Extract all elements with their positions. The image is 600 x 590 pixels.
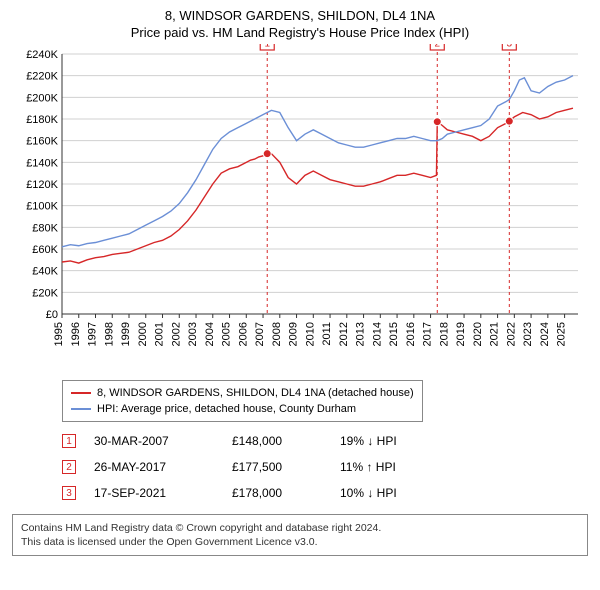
y-tick-label: £200K	[26, 92, 58, 104]
x-tick-label: 2013	[355, 322, 367, 346]
transaction-marker-number: 1	[62, 434, 76, 448]
y-tick-label: £60K	[32, 244, 58, 256]
y-tick-label: £220K	[26, 71, 58, 83]
y-tick-label: £0	[46, 309, 58, 321]
y-tick-label: £40K	[32, 266, 58, 278]
x-tick-label: 2015	[388, 322, 400, 346]
attribution-footer: Contains HM Land Registry data © Crown c…	[12, 514, 588, 556]
legend-swatch	[71, 392, 91, 394]
marker-number: 2	[434, 44, 440, 50]
x-tick-label: 2002	[170, 322, 182, 346]
legend-label: HPI: Average price, detached house, Coun…	[97, 401, 356, 417]
transaction-price: £177,500	[232, 460, 322, 474]
legend-row: HPI: Average price, detached house, Coun…	[71, 401, 414, 417]
footer-line1: Contains HM Land Registry data © Crown c…	[21, 521, 579, 535]
x-tick-label: 2008	[271, 322, 283, 346]
x-tick-label: 2022	[505, 322, 517, 346]
x-tick-label: 2019	[455, 322, 467, 346]
x-tick-label: 2012	[338, 322, 350, 346]
transaction-marker-number: 3	[62, 486, 76, 500]
y-tick-label: £100K	[26, 201, 58, 213]
series-blue	[62, 76, 573, 247]
x-tick-label: 2006	[237, 322, 249, 346]
x-tick-label: 2009	[288, 322, 300, 346]
x-tick-label: 2001	[154, 322, 166, 346]
transaction-price: £148,000	[232, 434, 322, 448]
footer-line2: This data is licensed under the Open Gov…	[21, 535, 579, 549]
x-tick-label: 2003	[187, 322, 199, 346]
transaction-row: 1 30-MAR-2007 £148,000 19% ↓ HPI	[62, 428, 588, 454]
x-tick-label: 1999	[120, 322, 132, 346]
marker-number: 1	[264, 44, 270, 50]
x-tick-label: 2025	[556, 322, 568, 346]
transaction-price: £178,000	[232, 486, 322, 500]
chart-title-subtitle: Price paid vs. HM Land Registry's House …	[12, 25, 588, 40]
y-tick-label: £80K	[32, 222, 58, 234]
x-tick-label: 2024	[539, 322, 551, 346]
y-tick-label: £240K	[26, 49, 58, 61]
marker-number: 3	[507, 44, 513, 50]
x-tick-label: 2000	[137, 322, 149, 346]
x-tick-label: 2020	[472, 322, 484, 346]
chart-title-address: 8, WINDSOR GARDENS, SHILDON, DL4 1NA	[12, 8, 588, 23]
transaction-date: 30-MAR-2007	[94, 434, 214, 448]
transaction-pct-vs-hpi: 19% ↓ HPI	[340, 434, 440, 448]
marker-dot	[505, 117, 513, 125]
x-tick-label: 2021	[489, 322, 501, 346]
legend-label: 8, WINDSOR GARDENS, SHILDON, DL4 1NA (de…	[97, 385, 414, 401]
legend-row: 8, WINDSOR GARDENS, SHILDON, DL4 1NA (de…	[71, 385, 414, 401]
x-tick-label: 1998	[103, 322, 115, 346]
x-tick-label: 2004	[204, 322, 216, 346]
transaction-date: 17-SEP-2021	[94, 486, 214, 500]
x-tick-label: 1996	[70, 322, 82, 346]
transaction-marker-number: 2	[62, 460, 76, 474]
x-tick-label: 2016	[405, 322, 417, 346]
transactions-table: 1 30-MAR-2007 £148,000 19% ↓ HPI 2 26-MAY-201…	[62, 428, 588, 506]
x-tick-label: 2018	[438, 322, 450, 346]
x-tick-label: 2023	[522, 322, 534, 346]
transaction-row: 3 17-SEP-2021 £178,000 10% ↓ HPI	[62, 480, 588, 506]
chart-svg: £0 £20K £40K £60K £80K £100K £120K £140K £160K £1…	[12, 44, 588, 374]
transaction-pct-vs-hpi: 11% ↑ HPI	[340, 460, 440, 474]
x-tick-label: 1997	[87, 322, 99, 346]
marker-dot	[433, 118, 441, 126]
y-tick-label: £120K	[26, 179, 58, 191]
transaction-row: 2 26-MAY-2017 £177,500 11% ↑ HPI	[62, 454, 588, 480]
x-tick-label: 2007	[254, 322, 266, 346]
transaction-date: 26-MAY-2017	[94, 460, 214, 474]
x-tick-label: 2014	[371, 322, 383, 346]
y-tick-label: £20K	[32, 287, 58, 299]
x-tick-label: 2011	[321, 322, 333, 346]
y-tick-label: £180K	[26, 114, 58, 126]
x-tick-label: 2010	[304, 322, 316, 346]
x-tick-label: 2005	[221, 322, 233, 346]
transaction-pct-vs-hpi: 10% ↓ HPI	[340, 486, 440, 500]
x-tick-label: 1995	[53, 322, 65, 346]
x-tick-label: 2017	[422, 322, 434, 346]
legend-swatch	[71, 408, 91, 410]
legend: 8, WINDSOR GARDENS, SHILDON, DL4 1NA (de…	[62, 380, 423, 422]
title-block: 8, WINDSOR GARDENS, SHILDON, DL4 1NA Pri…	[12, 8, 588, 40]
marker-dot	[263, 150, 271, 158]
y-tick-label: £160K	[26, 136, 58, 148]
y-tick-label: £140K	[26, 157, 58, 169]
chart-plot: £0 £20K £40K £60K £80K £100K £120K £140K £160K £1…	[12, 44, 588, 374]
chart-container: 8, WINDSOR GARDENS, SHILDON, DL4 1NA Pri…	[0, 0, 600, 564]
